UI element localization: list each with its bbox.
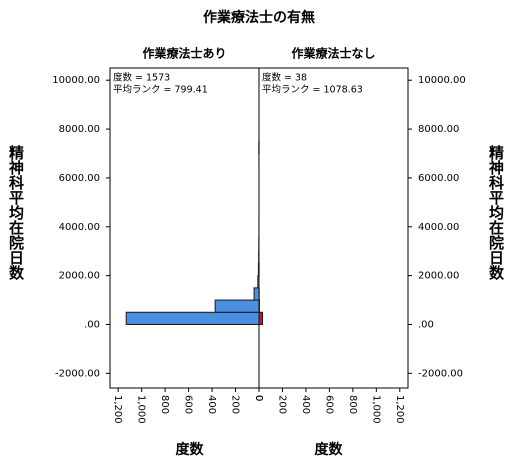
bar — [125, 311, 260, 325]
bar — [214, 299, 260, 313]
x-tick-label: 800 — [159, 395, 170, 414]
panel-annotation: 度数 = 38 — [262, 72, 307, 84]
panel-annotation: 平均ランク = 1078.63 — [262, 84, 363, 96]
y-tick-label: -2000.00 — [55, 368, 100, 379]
bar — [253, 287, 260, 301]
y-tick-label: 6000.00 — [59, 173, 100, 184]
y-tick-label: 2000.00 — [59, 271, 100, 282]
y-tick-label: 8000.00 — [418, 124, 459, 135]
x-tick-label: 1,200 — [112, 395, 123, 424]
x-tick-label: 200 — [276, 395, 287, 414]
x-tick-label: 200 — [230, 395, 241, 414]
panel-title: 作業療法士なし — [291, 46, 375, 61]
y-tick-label: .00 — [84, 319, 100, 330]
x-tick-label: 1,200 — [394, 395, 405, 424]
y-tick-label: .00 — [418, 319, 434, 330]
x-tick-label: 600 — [323, 395, 334, 414]
y-axis-label: 精神科平均在院日数 — [7, 144, 25, 281]
y-tick-label: 4000.00 — [59, 222, 100, 233]
x-axis-label: 度数 — [315, 441, 344, 458]
panel-annotation: 平均ランク = 799.41 — [113, 84, 208, 96]
bar — [258, 311, 264, 325]
x-tick-label: 400 — [300, 395, 311, 414]
y-tick-label: 10000.00 — [52, 75, 100, 86]
x-axis-label: 度数 — [176, 441, 205, 458]
y-tick-label: 4000.00 — [418, 222, 459, 233]
y-axis-label: 精神科平均在院日数 — [487, 144, 505, 281]
panel-title: 作業療法士あり — [142, 46, 226, 61]
x-tick-label: 400 — [206, 395, 217, 414]
x-tick-label: 600 — [183, 395, 194, 414]
y-tick-label: 8000.00 — [59, 124, 100, 135]
x-tick-label: 0 — [253, 395, 264, 401]
panel-annotation: 度数 = 1573 — [113, 72, 170, 84]
bar — [257, 275, 260, 289]
y-tick-label: 2000.00 — [418, 271, 459, 282]
y-tick-label: 10000.00 — [418, 75, 466, 86]
chart-title: 作業療法士の有無 — [203, 9, 315, 26]
x-tick-label: 1,000 — [136, 395, 147, 424]
y-tick-label: 6000.00 — [418, 173, 459, 184]
x-tick-label: 1,000 — [370, 395, 381, 424]
x-tick-label: 0 — [253, 395, 264, 401]
y-tick-label: -2000.00 — [418, 368, 463, 379]
x-tick-label: 800 — [347, 395, 358, 414]
